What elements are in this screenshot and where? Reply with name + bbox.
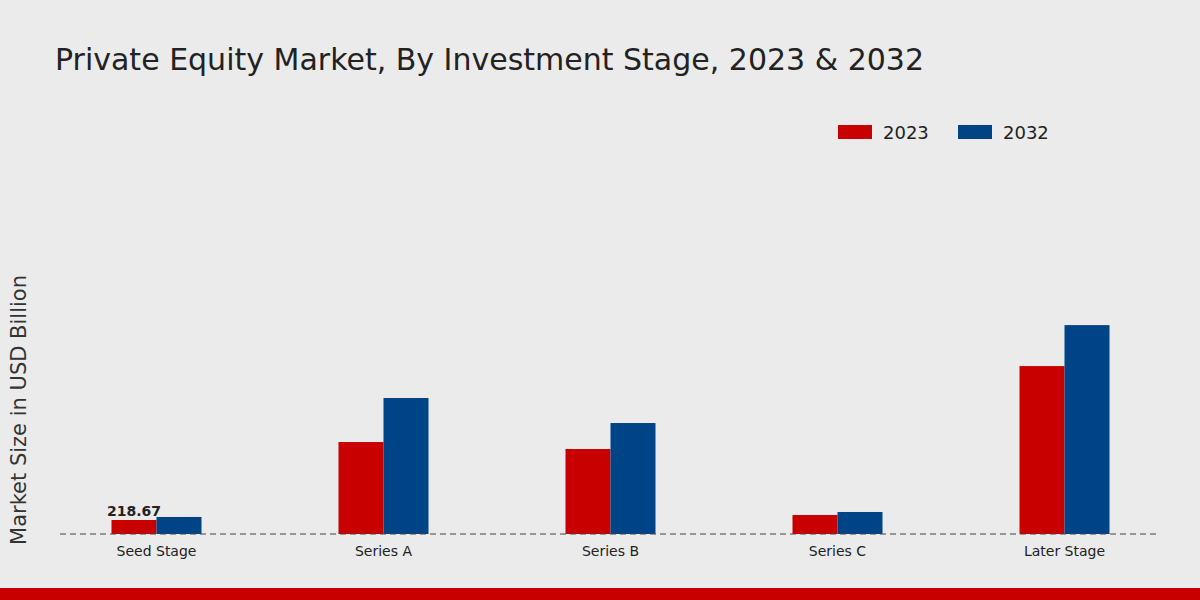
bar xyxy=(339,442,384,534)
bar xyxy=(611,423,656,534)
chart: Private Equity Market, By Investment Sta… xyxy=(0,0,1200,600)
bar xyxy=(838,512,883,534)
bar xyxy=(1020,366,1065,534)
x-tick-label: Later Stage xyxy=(1024,543,1105,559)
bars xyxy=(112,325,1110,534)
bar xyxy=(793,515,838,534)
title: Private Equity Market, By Investment Sta… xyxy=(55,42,924,77)
y-axis-label: Market Size in USD Billion xyxy=(7,275,31,545)
bar xyxy=(1065,325,1110,534)
bar xyxy=(384,398,429,534)
x-tick-label: Series C xyxy=(809,543,867,559)
bar xyxy=(566,449,611,534)
bar xyxy=(112,520,157,534)
labels: 218.67 Seed Stage Series A Series B Series C… xyxy=(107,503,1105,559)
background xyxy=(0,0,1200,600)
legend-swatch xyxy=(958,125,992,139)
x-tick-label: Series B xyxy=(582,543,639,559)
baseline xyxy=(60,534,1160,535)
legend-label: 2032 xyxy=(1003,122,1049,143)
legend-swatch xyxy=(838,125,872,139)
x-tick-label: Series A xyxy=(355,543,413,559)
data-label: 218.67 xyxy=(107,503,161,519)
bar xyxy=(157,517,202,534)
x-tick-label: Seed Stage xyxy=(117,543,197,559)
legend-label: 2023 xyxy=(883,122,929,143)
footer-stripe xyxy=(0,588,1200,600)
